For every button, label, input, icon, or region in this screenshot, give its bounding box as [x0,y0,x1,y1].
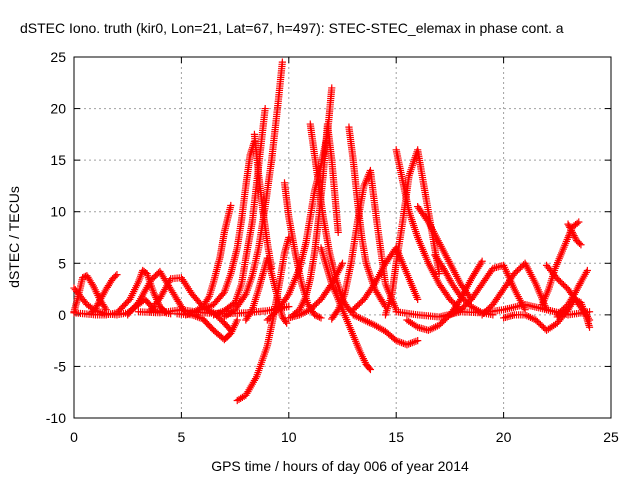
data-point [334,228,342,236]
data-series [134,303,293,318]
plot-frame [73,56,612,419]
data-point [121,300,130,308]
data-series [220,58,286,321]
y-tick-label: 15 [50,152,66,168]
data-point [365,364,373,372]
x-tick-label: 20 [496,429,512,445]
data-point [116,306,124,314]
data-series [199,137,259,314]
data-series [392,146,465,314]
data-point [585,323,594,331]
data-point [278,58,286,66]
data-point [575,218,583,226]
data-point [317,314,325,322]
data-point [328,84,336,92]
x-tick-label: 0 [70,429,78,445]
data-point [113,271,121,279]
data-point [585,308,594,316]
x-tick-label: 15 [388,429,404,445]
data-point [120,301,128,309]
data-point [268,264,276,273]
axis-ticks: 0 5 10 15 20 25 -10 -5 0 5 10 15 20 25 [46,49,619,445]
y-axis-title: dSTEC / TECUs [6,186,22,288]
y-tick-label: 5 [58,255,66,271]
data-series [392,300,594,321]
data-point [233,316,241,324]
data-point [227,201,235,210]
x-tick-label: 10 [281,429,297,445]
data-marks [70,58,594,405]
data-series [87,271,121,317]
data-point [150,273,158,281]
data-series [500,306,572,334]
data-point [111,272,120,280]
x-axis-title: GPS time / hours of day 006 of year 2014 [211,458,469,474]
data-point [414,295,422,303]
data-series [349,244,422,314]
y-tick-label: -5 [54,358,67,374]
data-point [119,303,127,311]
data-point [577,241,585,249]
data-series [250,130,276,273]
data-series [182,201,235,319]
data-point [575,239,584,247]
y-tick-label: 25 [50,49,66,65]
data-point [366,365,375,374]
y-tick-label: 10 [50,204,66,220]
x-tick-label: 5 [178,429,186,445]
y-tick-label: 0 [58,307,66,323]
data-point [435,270,443,278]
data-series [285,259,347,322]
data-point [478,257,486,265]
data-point [261,104,269,113]
data-point [414,337,422,345]
x-tick-label: 25 [603,429,619,445]
data-series [553,295,594,331]
data-series [349,311,422,349]
data-point [338,259,347,267]
data-series [317,244,375,374]
data-point [153,270,161,278]
data-point [123,298,131,306]
y-tick-label: 20 [50,101,66,117]
data-series [345,123,390,311]
chart-title: dSTEC Iono. truth (kir0, Lon=21, Lat=67,… [20,20,564,36]
data-series [233,233,293,405]
data-point [285,303,293,311]
data-point [283,319,291,327]
data-series [564,220,585,249]
grid [74,57,611,418]
data-point [583,266,591,275]
data-series [289,120,342,319]
y-tick-label: -10 [46,410,66,426]
